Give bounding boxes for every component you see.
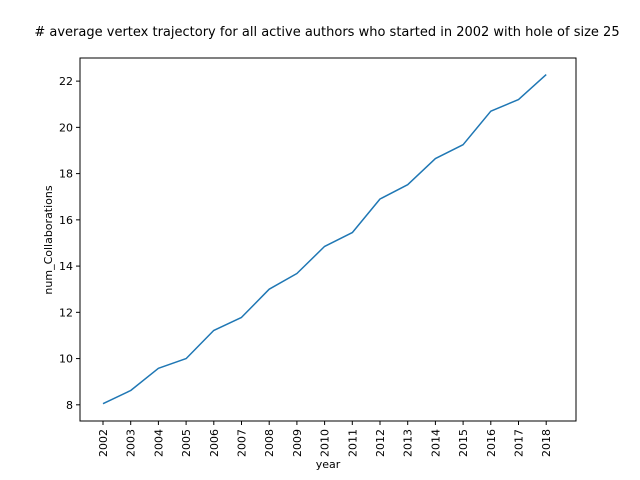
x-tick-label: 2008: [263, 429, 276, 457]
x-tick-label: 2011: [346, 429, 359, 457]
x-tick-label: 2004: [152, 429, 165, 457]
x-tick-label: 2014: [429, 429, 442, 457]
y-tick-label: 18: [59, 168, 73, 181]
x-tick-label: 2015: [457, 429, 470, 457]
x-tick-label: 2018: [540, 429, 553, 457]
x-tick-label: 2007: [236, 429, 249, 457]
chart-title: # average vertex trajectory for all acti…: [34, 25, 619, 40]
y-tick-label: 22: [59, 75, 73, 88]
x-tick-label: 2010: [319, 429, 332, 457]
x-tick-label: 2017: [513, 429, 526, 457]
x-tick-label: 2002: [97, 429, 110, 457]
y-tick-label: 16: [59, 214, 73, 227]
x-tick-label: 2016: [485, 429, 498, 457]
x-tick-label: 2005: [180, 429, 193, 457]
plot-area: 8 10 12 14 16 18 20 22 2002 2003 2004 2005 2006 2007 2…: [59, 57, 577, 457]
series-line: [102, 74, 547, 405]
x-tick-label: 2003: [125, 429, 138, 457]
x-tick-label: 2012: [374, 429, 387, 457]
x-tick-label: 2009: [291, 429, 304, 457]
y-tick-label: 10: [59, 353, 73, 366]
y-axis-label: num_Collaborations: [42, 185, 55, 294]
y-tick-label: 8: [66, 399, 73, 412]
y-tick-label: 20: [59, 121, 73, 134]
x-tick-label: 2006: [208, 429, 221, 457]
y-tick-label: 12: [59, 306, 73, 319]
x-axis-label: year: [316, 458, 341, 471]
axes-frame: [79, 57, 577, 422]
x-tick-label: 2013: [402, 429, 415, 457]
y-tick-label: 14: [59, 260, 73, 273]
